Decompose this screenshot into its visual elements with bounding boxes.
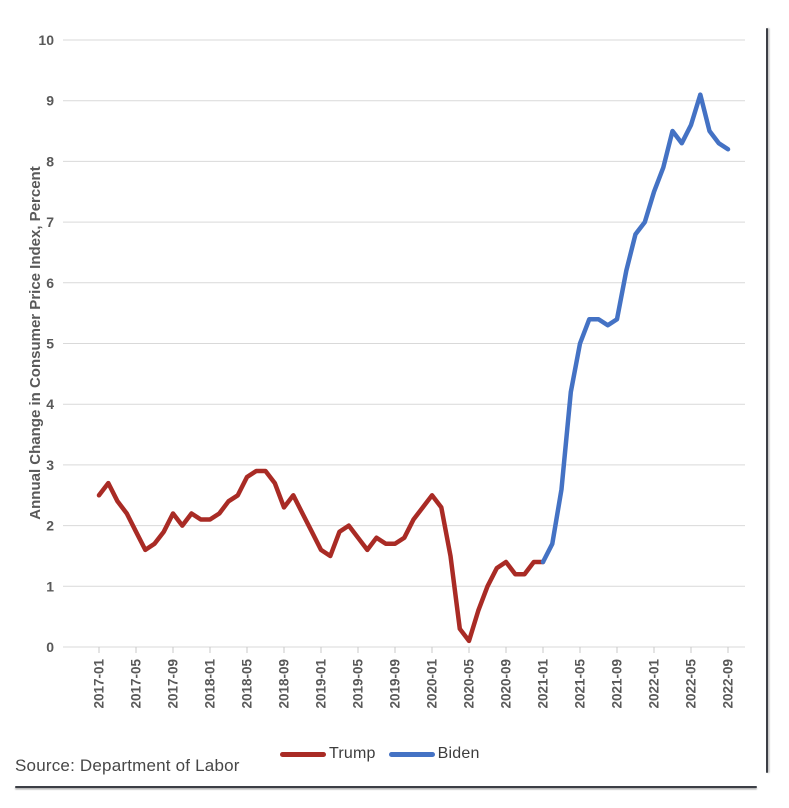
y-tick-label: 1	[46, 578, 54, 594]
right-border-line	[766, 28, 768, 773]
trump-line	[96, 468, 546, 644]
source-note: Source: Department of Labor	[15, 756, 240, 775]
bottom-border-line	[15, 786, 757, 788]
y-tick-label: 5	[46, 336, 54, 352]
trump-line-swatch	[280, 751, 326, 757]
x-tick-label: 2021-01	[536, 659, 551, 709]
x-tick-label: 2022-09	[721, 659, 736, 709]
x-tick-label: 2018-01	[203, 659, 218, 709]
x-tick-label: 2017-01	[92, 659, 107, 709]
x-tick-label: 2020-01	[425, 659, 440, 709]
legend-item-biden: Biden	[388, 745, 480, 763]
y-axis-tick-labels: 0 1 2 3 4 5 6 7 8 9 10	[38, 32, 54, 655]
y-axis-title: Annual Change in Consumer Price Index, P…	[27, 166, 44, 519]
x-tick-label: 2022-05	[684, 659, 699, 709]
legend-item-trump: Trump	[280, 745, 376, 763]
y-tick-label: 0	[46, 639, 54, 655]
y-tick-label: 4	[46, 396, 54, 412]
x-axis-ticks	[98, 647, 729, 653]
y-tick-label: 9	[46, 93, 54, 109]
x-tick-label: 2019-05	[351, 659, 366, 709]
x-tick-label: 2019-01	[314, 659, 329, 709]
legend-label-biden: Biden	[437, 745, 480, 762]
legend-label-trump: Trump	[329, 745, 376, 762]
chart-legend: Trump Biden	[280, 745, 480, 763]
biden-line-swatch	[388, 751, 435, 757]
gridlines	[63, 39, 745, 648]
x-tick-label: 2017-09	[166, 659, 181, 709]
x-tick-label: 2021-05	[573, 659, 588, 709]
line-chart: 0 1 2 3 4 5 6 7 8 9 10 2017-01 2017-05 2017-09 2018-01…	[27, 32, 745, 709]
y-tick-label: 6	[46, 275, 54, 291]
y-tick-label: 2	[46, 518, 54, 534]
y-tick-label: 8	[46, 153, 54, 169]
y-tick-label: 10	[38, 32, 54, 48]
x-axis-tick-labels: 2017-01 2017-05 2017-09 2018-01 2018-05 2018-…	[92, 659, 736, 709]
x-tick-label: 2020-09	[499, 659, 514, 709]
x-tick-label: 2018-05	[240, 659, 255, 709]
x-tick-label: 2018-09	[277, 659, 292, 709]
x-tick-label: 2021-09	[610, 659, 625, 709]
x-tick-label: 2020-05	[462, 659, 477, 709]
x-tick-label: 2019-09	[388, 659, 403, 709]
biden-line	[540, 92, 731, 565]
x-tick-label: 2017-05	[129, 659, 144, 709]
y-tick-label: 3	[46, 457, 54, 473]
x-tick-label: 2022-01	[647, 659, 662, 709]
y-tick-label: 7	[46, 214, 54, 230]
